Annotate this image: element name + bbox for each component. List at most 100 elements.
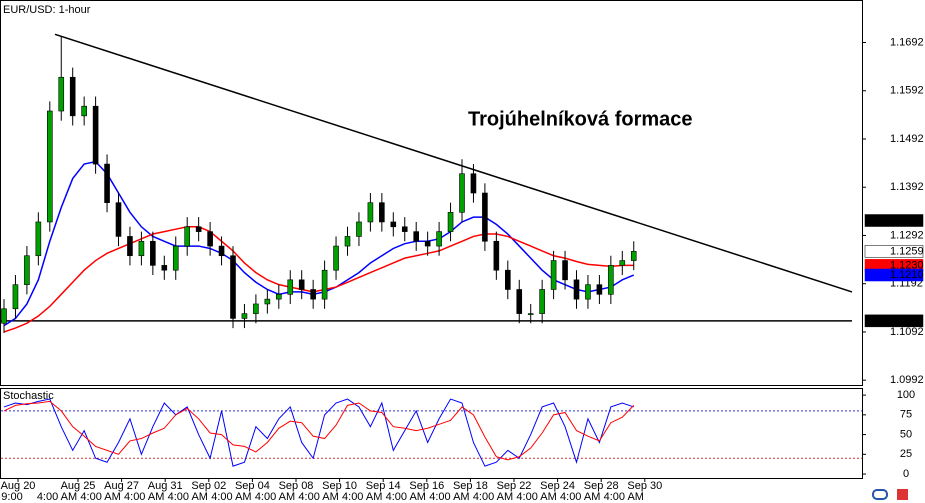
stoch-y-tick-label: 50 — [900, 428, 912, 440]
level-label: 1.1323 — [890, 214, 924, 226]
x-time-label: 4:00 AM — [37, 491, 77, 503]
x-date-label: Sep 30 — [627, 480, 662, 492]
candle-body — [493, 240, 500, 271]
x-date-label: Sep 02 — [191, 480, 226, 492]
y-tick-label: 1.1492 — [890, 133, 924, 145]
y-tick-label: 1.1692 — [890, 36, 924, 48]
x-time-label: 9:00 — [1, 491, 22, 503]
stoch-y-tick-label: 25 — [900, 448, 912, 460]
x-time-label: 4:00 AM — [429, 491, 469, 503]
x-date-label: Sep 24 — [540, 480, 575, 492]
candle-body — [207, 231, 213, 247]
candle-body — [447, 212, 454, 232]
candle-body — [608, 265, 614, 295]
x-date-label: Aug 31 — [148, 480, 183, 492]
candle-body — [12, 284, 19, 310]
x-time-label: 4:00 AM — [255, 491, 295, 503]
x-date-label: Aug 27 — [104, 480, 139, 492]
candle-body — [344, 236, 351, 247]
y-tick-label: 1.1392 — [890, 181, 924, 193]
candle-body — [230, 255, 236, 319]
stochastic-line — [3, 400, 635, 461]
candle-body — [333, 245, 339, 271]
candle-body — [127, 236, 133, 257]
candle-body — [527, 313, 534, 315]
x-time-label: 4:00 AM — [604, 491, 644, 503]
x-date-label: Sep 16 — [409, 480, 444, 492]
x-time-label: 4:00 AM — [211, 491, 251, 503]
x-date-label: Sep 08 — [279, 480, 314, 492]
title-bg — [2, 2, 96, 17]
candle-body — [516, 289, 523, 314]
candle-body — [92, 105, 99, 165]
level-label: 1.1230 — [890, 259, 924, 271]
candle-body — [585, 284, 591, 300]
candle-body — [321, 269, 328, 300]
stoch-y-tick-label: 0 — [903, 468, 909, 480]
stoch-y-tick-label: 75 — [900, 409, 912, 421]
x-date-label: Sep 18 — [453, 480, 488, 492]
x-date-label: Sep 14 — [366, 480, 401, 492]
x-date-label: Sep 28 — [584, 480, 619, 492]
level-box — [864, 214, 924, 227]
toolbar-icons — [872, 489, 908, 500]
candle-body — [459, 173, 465, 213]
chart-title: EUR/USD: 1-hour — [3, 4, 91, 16]
level-box — [864, 245, 924, 258]
x-time-label: 4:00 AM — [560, 491, 600, 503]
candle-body — [436, 231, 442, 247]
candle-body — [390, 221, 397, 228]
candle-body — [81, 105, 87, 117]
candle-body — [413, 231, 420, 242]
x-time-label: 4:00 AM — [473, 491, 513, 503]
level-label: 1.1210 — [890, 269, 924, 281]
candle-body — [69, 76, 76, 117]
candle-body — [287, 279, 294, 295]
x-date-label: Aug 20 — [1, 480, 36, 492]
candle-body — [619, 260, 626, 266]
y-tick-label: 1.1592 — [890, 85, 924, 97]
close-icon[interactable] — [897, 489, 908, 500]
x-time-label: 4:00 AM — [298, 491, 338, 503]
x-time-label: 4:00 AM — [168, 491, 208, 503]
candle-body — [379, 202, 385, 223]
stochastic-line — [3, 398, 634, 467]
y-tick-label: 1.1292 — [890, 229, 924, 241]
stochastic-title-bg — [2, 389, 57, 402]
y-tick-label: 1.1092 — [890, 326, 924, 338]
x-date-label: Sep 22 — [497, 480, 532, 492]
candle-body — [150, 240, 156, 266]
x-time-label: 4:00 AM — [516, 491, 556, 503]
candle-body — [630, 251, 637, 261]
candle-body — [218, 245, 225, 257]
candle-body — [550, 260, 557, 290]
x-time-label: 4:00 AM — [386, 491, 426, 503]
candle-body — [470, 173, 477, 194]
candle-body — [562, 260, 568, 281]
candle-body — [35, 221, 42, 257]
stochastic-title: Stochastic — [3, 390, 54, 402]
candle-body — [1, 308, 7, 324]
candle-body — [241, 313, 248, 319]
candle-body — [46, 110, 53, 223]
level-box — [864, 314, 924, 328]
candle-body — [367, 202, 374, 223]
candle-body — [58, 76, 65, 112]
moving-average — [3, 226, 634, 333]
candle-body — [264, 298, 271, 305]
link-icon[interactable] — [872, 489, 888, 500]
x-date-label: Sep 04 — [235, 480, 270, 492]
x-time-label: 4:00 AM — [80, 491, 120, 503]
candle-body — [138, 240, 145, 257]
x-date-label: Aug 25 — [61, 480, 96, 492]
level-box — [864, 268, 924, 282]
y-tick-label: 1.0992 — [890, 374, 924, 386]
candle-body — [161, 265, 168, 271]
stoch-y-tick-label: 100 — [897, 389, 915, 401]
trend-line — [54, 33, 853, 293]
level-label: 1.1115 — [890, 315, 922, 327]
candle-body — [424, 240, 431, 247]
candle-body — [596, 284, 603, 295]
candle-body — [184, 226, 190, 247]
candle-body — [482, 192, 488, 242]
